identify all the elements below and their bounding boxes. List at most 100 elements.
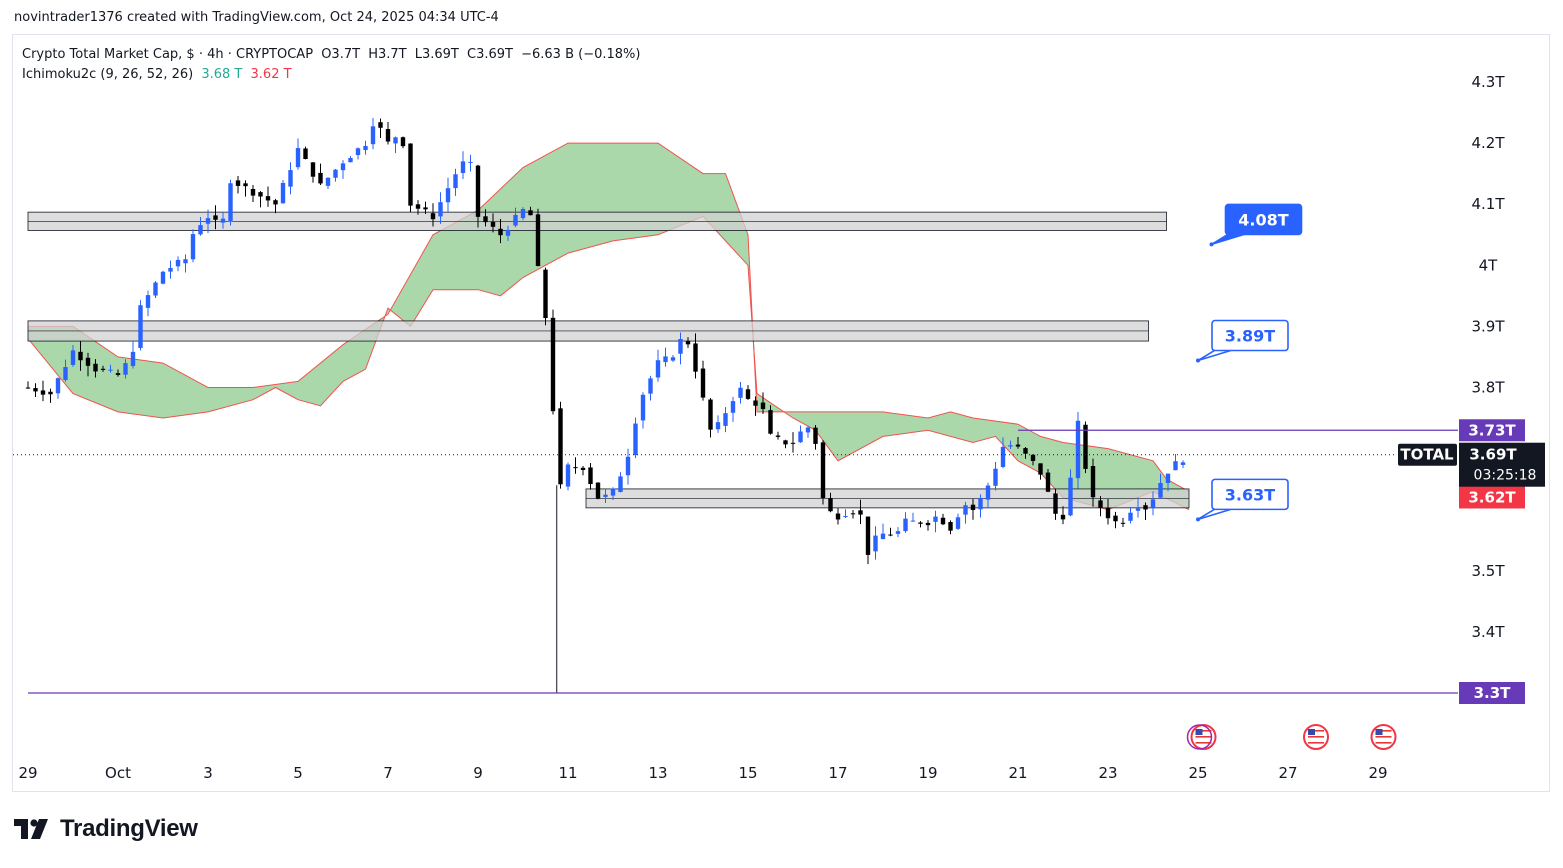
x-axis-tick-label: 15 [738,764,757,782]
candle-137 [1045,469,1051,493]
candle-body [40,390,46,395]
candle-body [48,391,53,395]
event-flag-stripe [1375,733,1392,735]
candle-110 [843,509,848,518]
candle-body [378,122,383,128]
candle-body [993,468,998,486]
price-tag-text: 3.73T [1468,421,1516,439]
candle-68 [528,206,533,216]
candle-38 [303,146,308,160]
economic-event-flag-icon[interactable] [1303,724,1329,750]
candle-114 [873,526,878,560]
candle-2 [33,383,38,397]
candle-body [565,464,571,487]
candle-body [858,510,863,515]
candle-148 [1128,506,1133,524]
tradingview-logo-icon [14,819,48,839]
candle-body [280,182,286,204]
current-price-value: 3.69T [1469,446,1517,464]
tradingview-logo[interactable]: TradingView [14,815,198,843]
candle-25 [205,209,211,234]
candle-body [93,363,98,372]
indicator-value-span-b: 3.62 T [250,67,292,82]
price-tag-bg [1459,682,1525,704]
price-tag-3.62T: 3.62T [1459,486,1525,509]
candle-body [213,215,218,220]
ohlc-open: O3.7T [321,47,361,62]
candle-16 [138,300,143,351]
candle-body [663,356,668,363]
candle-64 [498,219,503,244]
candle-51 [400,136,406,149]
ichimoku-cloud-top-edge [28,142,1190,492]
candle-121 [925,520,931,531]
candle-131 [1000,437,1006,469]
candle-58 [453,168,458,196]
candle-104 [798,425,803,443]
candle-62 [483,209,488,227]
x-axis-tick-label: 3 [203,764,213,782]
current-price-label: TOTAL 3.69T 03:25:18 [1398,442,1545,487]
event-flag-stripe [1308,730,1324,732]
candle-55 [430,203,436,227]
price-chart[interactable]: 4.3T 4.2T 4.1T 4T 3.9T 3.8T 3.5T 3.4T 29 Oct 3 5 7 9 1… [0,0,1563,800]
candle-20 [168,260,173,279]
candle-body [730,401,736,413]
candle-body [265,196,271,201]
candle-13 [115,369,121,377]
candle-24 [198,216,203,236]
candle-body [363,145,368,151]
event-flag-stripe [1375,739,1392,741]
candle-12 [108,364,113,373]
candle-7 [70,345,76,367]
economic-event-flag-icon[interactable] [1186,724,1217,750]
y-axis-tick-label: 3.4T [1471,623,1505,641]
candle-133 [1015,436,1021,449]
candle-body [528,210,533,216]
candle-body [1120,522,1126,524]
candle-119 [910,512,916,522]
candle-41 [325,177,331,189]
candle-125 [955,513,961,531]
candle-body [633,423,638,456]
candle-body [115,373,121,375]
candle-69 [535,208,541,267]
chart-panel [12,34,1550,792]
candle-129 [985,482,991,509]
candle-99 [760,392,766,415]
event-flag-stripe [1375,730,1392,732]
x-axis-tick-label: 27 [1278,764,1297,782]
candle-body [768,410,773,434]
price-tag-3.3T: 3.3T [1459,682,1525,704]
candle-body [475,165,481,217]
ohlc-close: C3.69T [467,47,513,62]
candle-body [895,531,901,534]
candle-body [400,137,406,147]
candle-128 [978,494,983,518]
candle-body [610,488,616,496]
candle-body [340,163,346,171]
symbol-description[interactable]: Crypto Total Market Cap, $ · 4h · CRYPTO… [22,47,314,62]
candle-49 [385,122,391,145]
candle-124 [948,520,953,535]
candle-body [1083,424,1088,469]
candle-67 [520,207,526,221]
symbol-tag-bg [1398,443,1457,466]
candle-body [865,516,871,555]
candle-body [235,180,241,186]
candle-body [813,427,818,444]
candle-body [460,161,466,174]
candle-body [918,522,923,524]
candle-47 [370,118,376,150]
candle-150 [1143,502,1148,520]
candle-body [1128,512,1133,521]
economic-event-flag-icon[interactable] [1370,724,1397,750]
event-flag-stripe [1308,739,1324,741]
candle-body [1030,454,1036,461]
indicator-name[interactable]: Ichimoku2c (9, 26, 52, 26) [22,67,194,82]
candle-body [1105,507,1111,519]
candle-body [775,435,781,437]
callout-anchor-dot [1196,358,1200,363]
candle-79 [610,487,616,501]
candle-63 [490,213,496,233]
